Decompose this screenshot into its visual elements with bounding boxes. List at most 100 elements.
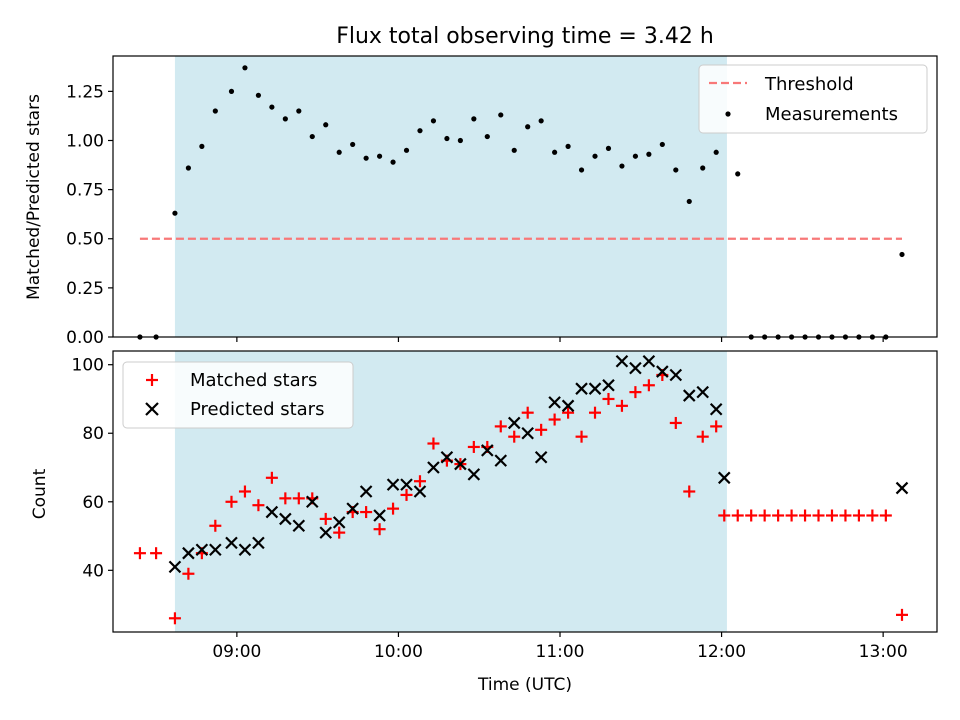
y-tick-label: 0.00 [66,328,104,348]
predicted-stars-point [481,444,494,457]
measurement-point [565,143,571,149]
matched-stars-point [602,392,615,405]
bottom-x-ticks: 09:00 10:00 11:00 12:00 13:00 [212,632,908,662]
x-tick-label: 13:00 [859,642,908,662]
measurement-point [605,145,612,151]
top-x-ticks [236,337,884,342]
measurement-point [444,135,450,142]
measurement-point [255,92,262,98]
predicted-stars-point [467,468,481,481]
matched-stars-point [696,430,709,443]
measurement-point [511,147,517,153]
measurement-point [390,159,396,165]
top-observing-interval-shade [174,56,727,337]
predicted-stars-point [507,416,521,430]
measurement-point [336,149,342,155]
bottom-y-axis-label: Count [30,468,50,519]
matched-stars-point [360,506,373,519]
x-tick-label: 11:00 [536,642,585,662]
y-tick-label: 0.25 [66,279,104,299]
matched-stars-point [225,495,238,508]
y-tick-label: 0.50 [66,230,104,250]
chart-title: Flux total observing time = 3.42 h [336,24,714,49]
matched-stars-point [548,413,561,426]
predicted-stars-point [305,495,319,509]
predicted-stars-point [373,509,386,522]
matched-stars-point [400,488,413,501]
y-tick-label: 60 [82,493,104,513]
predicted-stars-point [238,543,252,557]
predicted-stars-point [413,485,427,498]
matched-stars-point [373,523,386,536]
measurement-point [713,149,719,155]
top-legend-box [698,64,928,134]
matched-stars-point [535,423,548,436]
predicted-stars-point [332,516,346,529]
top-legend: Threshold Measurements [698,64,928,134]
measurement-point [242,65,248,71]
measurement-point [525,124,531,130]
matched-stars-point [758,509,771,522]
matched-stars-point [669,416,682,429]
matched-stars-point [731,509,744,522]
predicted-stars-point [696,385,710,399]
measurement-point [471,116,477,122]
measurement-point [430,118,437,124]
predicted-stars-point [709,402,723,416]
matched-stars-point [279,492,292,505]
measurement-point [686,198,692,205]
predicted-stars-point [319,526,333,539]
measurement-point [632,153,639,159]
measurement-point [228,88,235,94]
matched-stars-point [182,567,195,580]
measurement-point [403,147,410,153]
matched-stars-point [866,509,879,522]
matched-stars-point [852,509,865,522]
measurement-point [619,163,625,169]
matched-stars-point [150,547,163,560]
matched-stars-point [521,406,534,419]
matched-stars-point [252,499,265,512]
y-tick-label: 1.00 [66,131,104,151]
predicted-stars-point [521,426,534,440]
matched-stars-point [508,430,521,443]
matched-stars-point [265,471,278,484]
measurement-point [376,153,383,159]
matched-stars-point [710,420,723,433]
measurement-point [899,251,905,258]
x-axis-label: Time (UTC) [477,675,572,695]
x-tick-label: 12:00 [697,642,746,662]
matched-stars-point [812,509,825,522]
predicted-stars-point [359,485,373,498]
measurement-point [578,167,585,173]
x-tick-label: 10:00 [374,642,423,662]
matched-stars-point [772,509,785,522]
measurement-point [350,141,356,148]
matched-stars-point [333,526,346,539]
measurement-point [363,155,369,161]
measurement-point [199,143,205,149]
measurement-point [484,133,490,140]
matched-stars-point [575,430,588,443]
matched-stars-point [839,509,852,522]
bottom-marks [133,355,909,625]
predicted-stars-point [252,536,265,550]
legend-measurements-swatch [725,111,731,117]
y-tick-label: 100 [72,356,104,376]
predicted-stars-point [561,399,575,413]
measurement-point [323,122,329,128]
predicted-stars-point [588,382,602,395]
y-tick-label: 0.75 [66,181,104,201]
predicted-stars-point [717,471,731,485]
predicted-stars-point [168,560,182,574]
legend-measurements-label: Measurements [765,104,898,125]
measurement-point [552,149,558,155]
matched-stars-point [589,406,602,419]
measurement-point [538,118,544,124]
top-axes: 0.00 0.25 0.50 0.75 1.00 1.25 Matched/Predict… [24,55,938,348]
bottom-y-ticks: 40 60 80 100 [72,356,113,581]
top-marks [137,65,905,340]
predicted-stars-point [669,368,683,382]
measurement-point [269,104,275,110]
